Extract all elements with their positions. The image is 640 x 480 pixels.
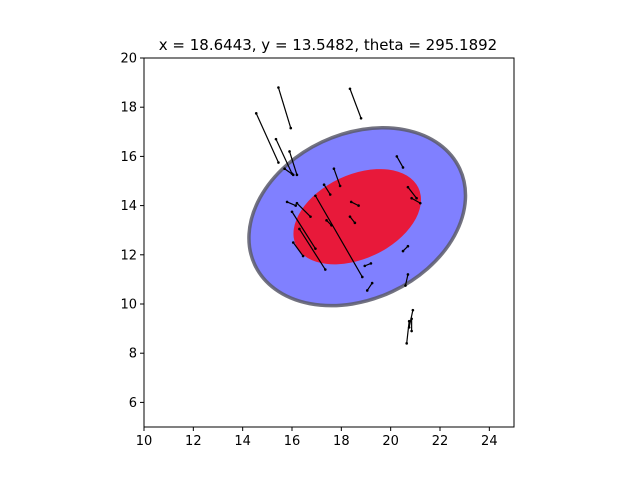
segment-line	[275, 138, 293, 174]
x-tick-label: 12	[185, 434, 202, 449]
segment-start-point	[325, 219, 328, 222]
y-tick-label: 16	[120, 150, 137, 165]
y-tick-label: 12	[120, 248, 137, 263]
y-tick-label: 20	[120, 52, 137, 67]
segment-start-point	[410, 196, 413, 200]
segment-start-point	[277, 86, 280, 89]
axes-frame	[143, 57, 515, 428]
segment-line	[406, 321, 410, 344]
segment-end-point	[415, 196, 418, 200]
segment-end-point	[370, 281, 374, 285]
segment-line	[396, 156, 404, 168]
x-tick-label: 10	[136, 434, 153, 449]
segment-end-point	[291, 173, 295, 177]
x-tick-label: 22	[432, 434, 449, 449]
plot-area	[247, 86, 468, 345]
segment-start-point	[406, 185, 410, 189]
segment-line	[255, 113, 279, 163]
segment-start-point	[349, 200, 353, 204]
segment-end-point	[407, 319, 411, 323]
segment-start-point	[365, 289, 369, 292]
segment-end-point	[406, 273, 410, 276]
segment-end-point	[401, 166, 405, 169]
segment-end-point	[369, 262, 373, 265]
segment-start-point	[314, 194, 317, 198]
segment-line	[350, 201, 359, 207]
segment-line	[298, 228, 326, 270]
segment-line	[291, 211, 316, 249]
segment-end-point	[361, 275, 364, 279]
segment-end-point	[277, 161, 280, 164]
segment-end-point	[359, 116, 363, 120]
segment-end-point	[324, 268, 327, 271]
segment-end-point	[301, 254, 305, 258]
segment-start-point	[395, 155, 399, 158]
segment-end-point	[406, 244, 410, 248]
segment-line	[404, 274, 409, 286]
x-tick-label: 14	[234, 434, 251, 449]
segment-end-point	[314, 247, 317, 250]
x-tick-label: 24	[481, 434, 498, 449]
segment-line	[366, 282, 373, 291]
segment-start-point	[290, 210, 294, 214]
segment-start-point	[348, 215, 352, 218]
segment-start-point	[332, 167, 336, 170]
segment-line	[284, 168, 294, 176]
segment-end-point	[295, 173, 299, 177]
segment-start-point	[291, 241, 295, 244]
segment-end-point	[357, 204, 360, 207]
segment-start-point	[348, 87, 352, 91]
segment-end-point	[328, 193, 332, 196]
segment-start-point	[363, 264, 367, 268]
segment-line	[411, 197, 421, 204]
segment-line	[349, 88, 362, 119]
segment-end-point	[294, 204, 298, 207]
segment-end-point	[410, 329, 413, 333]
segment-start-point	[285, 200, 289, 204]
segment-start-point	[322, 183, 326, 186]
segment-end-point	[289, 126, 293, 130]
segment-start-point	[404, 284, 407, 287]
segment-line	[323, 184, 331, 195]
x-tick-label: 16	[284, 434, 301, 449]
y-tick-label: 8	[129, 347, 137, 362]
segment-end-point	[338, 184, 342, 188]
segment-start-point	[298, 227, 301, 231]
x-tick-label: 20	[382, 434, 399, 449]
y-tick-label: 14	[120, 199, 137, 214]
segment-end-point	[330, 223, 333, 227]
y-axis-ticks: 6 8 10 12 14 16 18 20	[120, 52, 144, 411]
segment-end-point	[418, 201, 422, 205]
segment-start-point	[410, 317, 413, 321]
y-tick-label: 18	[120, 101, 137, 116]
segment-line	[407, 186, 418, 199]
segment-line	[296, 202, 311, 218]
segment-line	[288, 151, 298, 176]
segment-start-point	[283, 167, 286, 170]
x-axis-ticks: 10 12 14 16 18 20 22 24	[136, 427, 498, 449]
segment-line	[292, 242, 304, 257]
segment-start-point	[401, 249, 405, 253]
segment-line	[333, 168, 341, 187]
segment-line	[277, 87, 292, 129]
segment-start-point	[295, 201, 299, 205]
y-tick-label: 10	[120, 298, 137, 313]
y-tick-label: 6	[129, 396, 137, 411]
segment-start-point	[288, 150, 291, 153]
segment-start-point	[254, 112, 258, 115]
segment-start-point	[405, 342, 409, 345]
segment-end-point	[411, 308, 415, 312]
inner-ellipse	[293, 169, 421, 265]
segment-end-point	[353, 221, 357, 225]
segment-line	[286, 201, 296, 207]
segment-end-point	[309, 215, 312, 218]
segment-start-point	[274, 137, 278, 141]
x-tick-label: 18	[333, 434, 350, 449]
segment-line	[314, 195, 363, 278]
segment-line	[349, 216, 356, 224]
chart-title: x = 18.6443, y = 13.5482, theta = 295.18…	[159, 36, 497, 54]
